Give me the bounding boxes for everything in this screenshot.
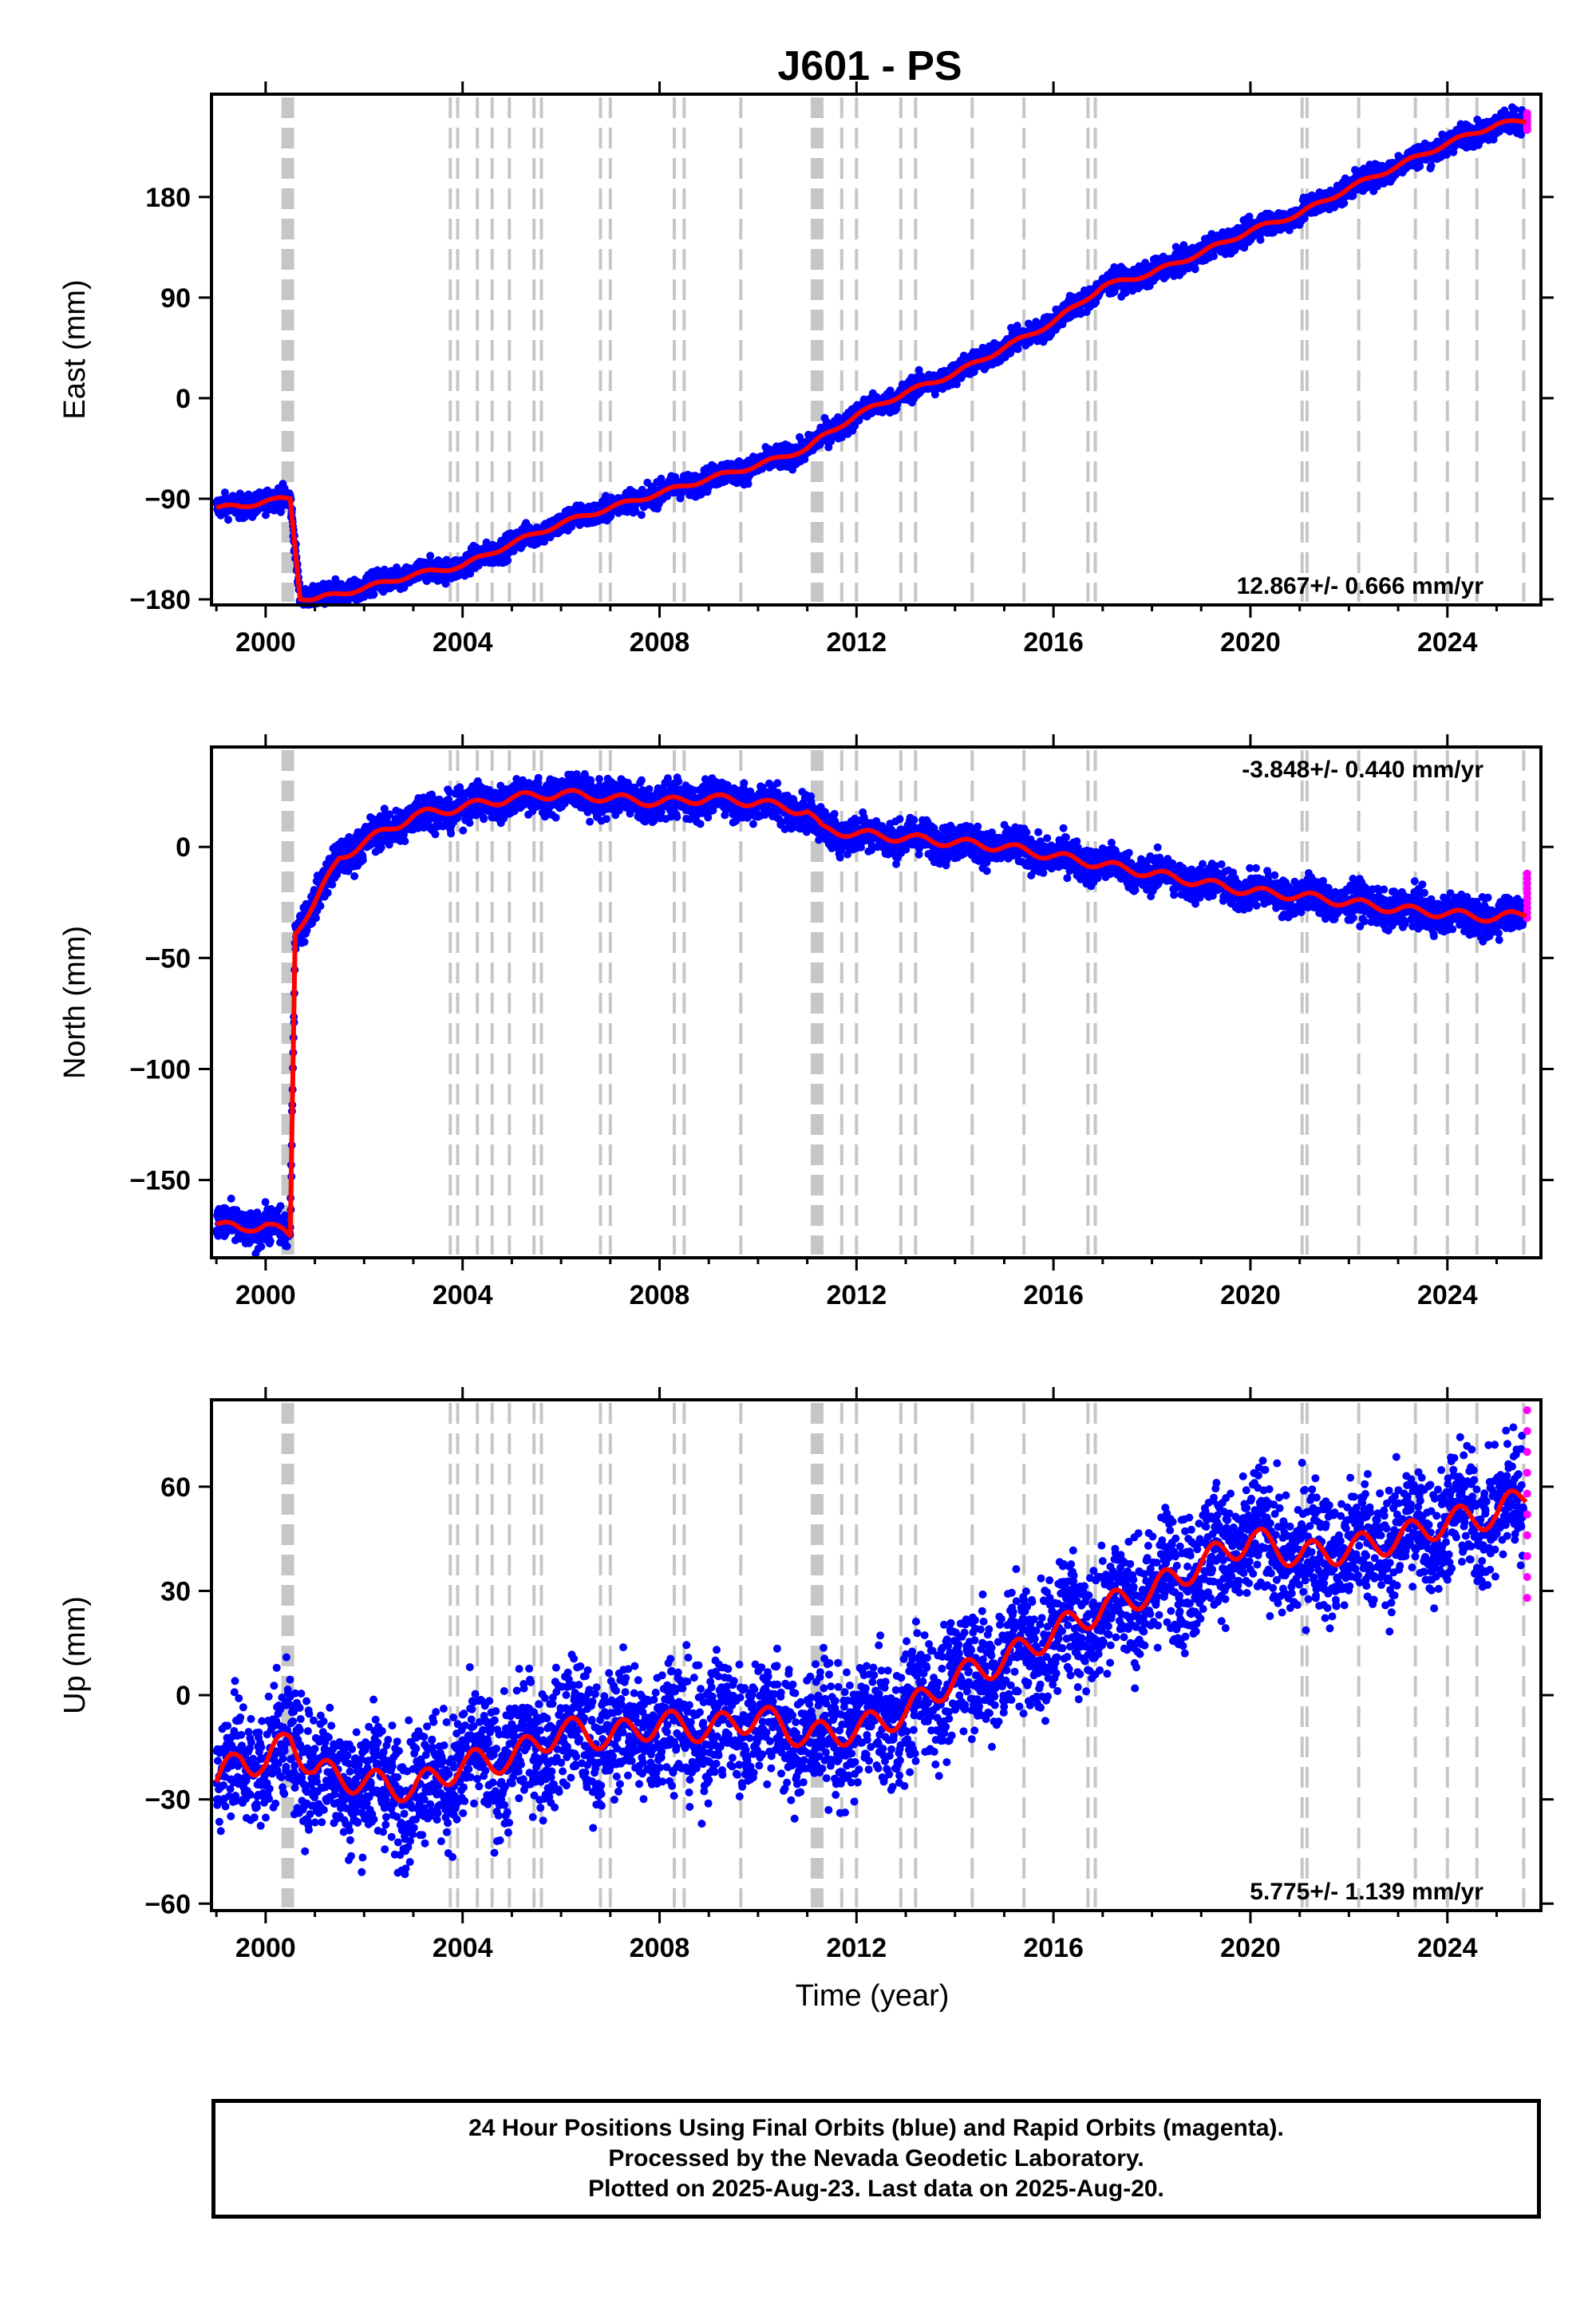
x-tick-label: 2020 [1220,627,1281,658]
panels-group: 2000 2004 2008 2012 2016 2020 2024 −180 −90 0 90 18… [58,81,1554,1963]
final-orbit-point [369,590,378,599]
final-orbit-point [276,1202,285,1211]
x-tick-label: 2008 [630,627,690,658]
final-orbit-point [257,1243,266,1251]
rapid-orbit-point [1523,109,1531,117]
final-orbit-point [224,516,232,524]
final-orbit-point [1416,162,1424,171]
final-orbit-point [328,880,337,889]
final-orbit-point [1340,199,1349,207]
final-orbit-point [300,938,309,947]
final-orbit-point [227,1194,235,1203]
panel-0: 2000 2004 2008 2012 2016 2020 2024 −180 −90 0 90 18… [58,81,1554,658]
chart-title: J601 - PS [777,43,962,89]
final-orbit-point [1427,161,1436,170]
y-tick-label: 0 [176,384,191,414]
y-tick-label: 180 [145,183,191,213]
final-orbit-point [266,1237,275,1246]
panel-1: 2000 2004 2008 2012 2016 2020 2024−150−100−500… [58,734,1554,1310]
x-tick-label: 2024 [1417,627,1478,658]
x-tick-label: 2012 [826,627,887,658]
final-orbit-point [261,1198,270,1207]
final-orbit-points [212,103,1527,609]
final-orbit-points [212,769,1527,1258]
final-orbit-point [744,480,753,488]
final-orbit-point [1013,345,1022,354]
final-orbit-point [311,914,320,923]
final-orbit-point [426,551,435,560]
final-orbit-point [1210,252,1218,260]
x-tick-label: 2000 [235,627,296,658]
final-orbit-point [1191,265,1199,274]
plot-frame [210,93,1543,607]
x-tick-label: 2016 [1023,627,1084,658]
y-tick-label: −180 [129,585,191,615]
y-tick-label: −90 [144,484,191,515]
final-orbit-point [323,888,332,897]
final-orbit-point [281,1212,290,1221]
final-orbit-point [331,575,340,583]
final-orbit-point [1511,105,1519,114]
final-orbit-point [282,1242,291,1251]
y-tick-label: 90 [160,283,191,314]
final-orbit-point [316,902,325,911]
y-axis-label: East (mm) [58,279,92,419]
x-tick-label: 2004 [433,627,493,658]
final-orbit-point [1256,235,1265,244]
final-orbit-point [637,511,646,520]
velocity-rate-label: 12.867+/- 0.666 mm/yr [1237,573,1484,599]
